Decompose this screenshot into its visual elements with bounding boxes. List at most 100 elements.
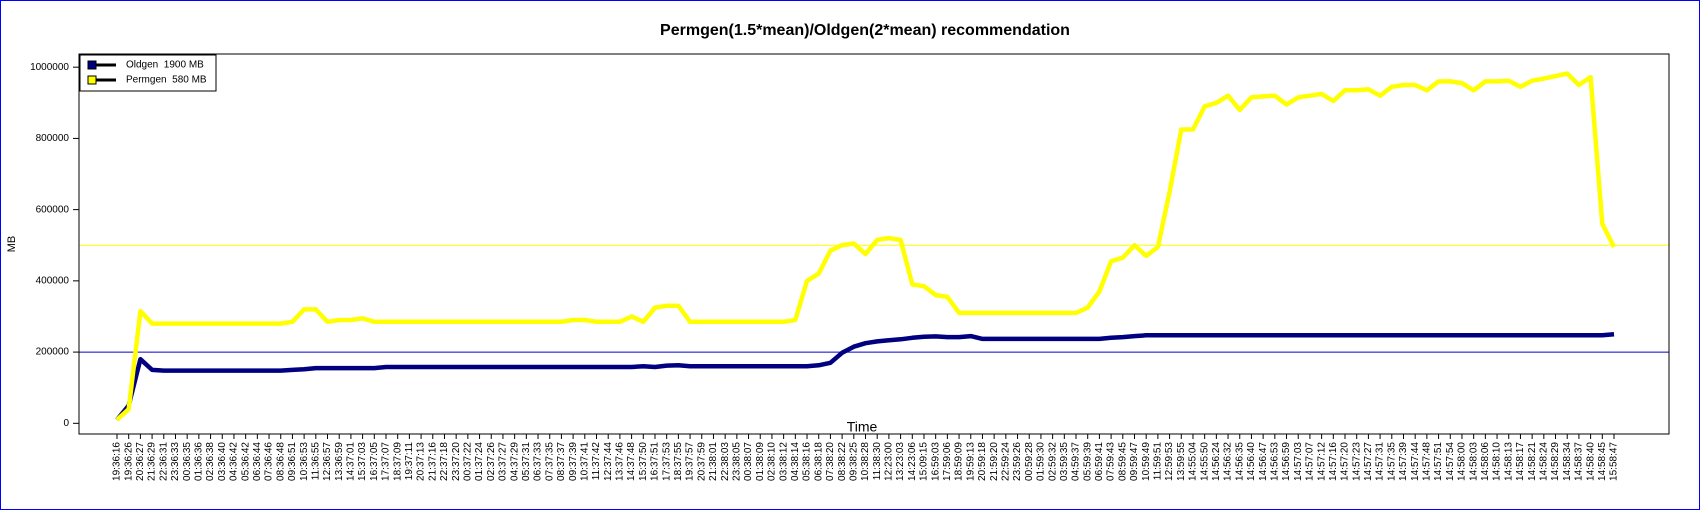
x-tick-label: 00:38:07 [743, 442, 754, 481]
x-tick-label: 08:37:37 [556, 442, 567, 481]
x-tick-label: 20:37:13 [416, 442, 427, 481]
x-tick-label: 15:37:50 [638, 442, 649, 481]
series-line [115, 71, 1617, 422]
x-tick-label: 19:36:26 [123, 442, 134, 481]
x-tick-label: 14:58:10 [1492, 442, 1503, 481]
legend-swatch [87, 75, 97, 85]
legend-label: Oldgen 1900 MB [126, 60, 204, 71]
x-tick-label: 16:37:05 [369, 442, 380, 481]
x-tick-label: 00:37:22 [463, 442, 474, 481]
x-tick-label: 14:58:17 [1515, 442, 1526, 481]
x-tick-label: 19:59:13 [965, 442, 976, 481]
x-tick-label: 08:59:45 [1117, 442, 1128, 481]
x-tick-label: 14:37:48 [626, 442, 637, 481]
x-tick-label: 14:56:35 [1234, 442, 1245, 481]
x-tick-label: 14:58:13 [1503, 442, 1514, 481]
x-tick-label: 00:59:28 [1024, 442, 1035, 481]
x-tick-label: 21:37:16 [427, 442, 438, 481]
x-tick-label: 16:59:03 [930, 442, 941, 481]
x-tick-label: 12:59:53 [1164, 442, 1175, 481]
x-axis-label: Time [847, 419, 878, 435]
x-tick-label: 14:57:23 [1351, 442, 1362, 481]
x-tick-label: 06:38:18 [813, 442, 824, 481]
x-tick-label: 12:36:57 [322, 442, 333, 481]
x-tick-label: 09:59:47 [1129, 442, 1140, 481]
x-tick-label: 22:59:24 [1000, 442, 1011, 481]
x-tick-label: 22:36:31 [158, 442, 169, 481]
x-tick-label: 18:37:55 [673, 442, 684, 481]
x-tick-label: 13:37:46 [615, 442, 626, 481]
x-tick-label: 09:38:25 [848, 442, 859, 481]
x-tick-label: 13:59:55 [1176, 442, 1187, 481]
x-tick-label: 06:37:33 [533, 442, 544, 481]
x-tick-label: 10:38:28 [860, 442, 871, 481]
x-tick-label: 02:59:32 [1047, 442, 1058, 481]
x-tick-label: 14:57:16 [1328, 442, 1339, 481]
x-tick-label: 14:58:03 [1468, 442, 1479, 481]
x-tick-label: 07:38:20 [825, 442, 836, 481]
x-tick-label: 11:36:55 [310, 442, 321, 481]
x-tick-label: 14:57:27 [1363, 442, 1374, 481]
x-tick-label: 21:36:29 [147, 442, 158, 481]
legend-box [79, 54, 217, 92]
x-tick-label: 12:37:44 [603, 442, 614, 481]
x-tick-label: 14:56:40 [1246, 442, 1257, 481]
x-tick-label: 06:36:44 [252, 442, 263, 481]
x-tick-label: 00:36:35 [182, 442, 193, 481]
x-tick-label: 10:37:41 [579, 442, 590, 481]
x-tick-label: 18:59:09 [954, 442, 965, 481]
x-tick-label: 10:36:53 [299, 442, 310, 481]
x-tick-label: 23:59:26 [1012, 442, 1023, 481]
y-tick-label: 600000 [36, 204, 70, 215]
x-tick-label: 14:58:37 [1574, 442, 1585, 481]
x-tick-label: 09:36:51 [287, 442, 298, 481]
x-tick-label: 14:55:50 [1199, 442, 1210, 481]
x-tick-label: 23:38:05 [731, 442, 742, 481]
x-tick-label: 14:58:34 [1562, 442, 1573, 481]
x-tick-label: 15:58:47 [1609, 442, 1620, 481]
x-tick-label: 03:38:12 [778, 442, 789, 481]
legend-swatch [87, 60, 97, 70]
x-tick-label: 01:59:30 [1036, 442, 1047, 481]
x-tick-label: 07:36:46 [264, 442, 275, 481]
x-tick-label: 17:59:06 [942, 442, 953, 481]
x-tick-label: 09:37:39 [568, 442, 579, 481]
x-tick-label: 20:36:27 [135, 442, 146, 481]
x-tick-label: 21:59:20 [989, 442, 1000, 481]
y-tick-label: 0 [63, 418, 69, 429]
x-tick-label: 06:59:41 [1094, 442, 1105, 481]
x-tick-label: 23:36:33 [170, 442, 181, 481]
x-tick-label: 04:37:29 [509, 442, 520, 481]
x-tick-label: 04:38:14 [790, 442, 801, 481]
x-tick-label: 23:37:20 [451, 442, 462, 481]
x-tick-label: 07:59:43 [1106, 442, 1117, 481]
x-tick-label: 14:57:03 [1293, 442, 1304, 481]
x-tick-label: 02:37:26 [486, 442, 497, 481]
x-tick-label: 15:09:15 [919, 442, 930, 481]
x-tick-label: 14:37:01 [346, 442, 357, 481]
x-tick-label: 14:57:35 [1386, 442, 1397, 481]
x-tick-label: 20:59:18 [977, 442, 988, 481]
x-tick-label: 14:57:07 [1305, 442, 1316, 481]
x-tick-label: 14:57:31 [1375, 442, 1386, 481]
x-tick-label: 22:38:03 [720, 442, 731, 481]
x-tick-label: 05:59:39 [1082, 442, 1093, 481]
legend-label: Permgen 580 MB [126, 75, 207, 86]
x-tick-label: 19:37:57 [685, 442, 696, 481]
x-tick-label: 01:36:36 [194, 442, 205, 481]
y-axis-label: MB [6, 236, 18, 253]
x-tick-label: 19:36:16 [112, 442, 123, 481]
x-tick-label: 01:37:24 [474, 442, 485, 481]
x-tick-label: 14:57:44 [1410, 442, 1421, 481]
x-tick-label: 14:58:06 [1480, 442, 1491, 481]
x-tick-label: 14:56:24 [1211, 442, 1222, 481]
x-tick-label: 05:36:42 [240, 442, 251, 481]
x-tick-label: 17:37:53 [661, 442, 672, 481]
x-tick-label: 02:36:38 [205, 442, 216, 481]
x-tick-label: 14:56:47 [1258, 442, 1269, 481]
x-tick-label: 13:23:03 [895, 442, 906, 481]
x-tick-label: 18:37:09 [392, 442, 403, 481]
x-tick-label: 12:23:00 [884, 442, 895, 481]
